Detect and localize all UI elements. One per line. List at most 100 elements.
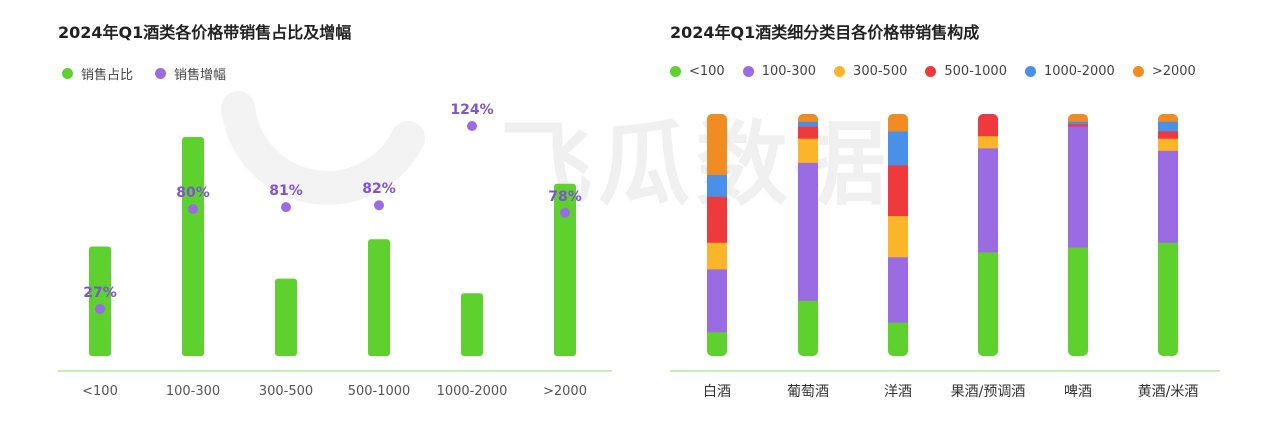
stacked-bar [978, 114, 998, 356]
x-tick-label: 100-300 [166, 384, 220, 399]
share-bar [461, 293, 483, 356]
legend-swatch [925, 66, 937, 77]
share-bar [89, 246, 111, 356]
legend-item: >2000 [1132, 64, 1196, 79]
stacked-segment [798, 126, 818, 139]
stacked-segment [1158, 130, 1178, 139]
stacked-segment [798, 121, 818, 127]
stacked-segment [978, 251, 998, 356]
x-tick-label: 1000-2000 [437, 384, 508, 399]
x-tick-label: 黄酒/米酒 [1138, 383, 1199, 400]
price-band-share-chart: 2024年Q1酒类各价格带销售占比及增幅 销售占比 销售增幅 <100 100-3… [58, 23, 612, 399]
x-tick-label: 300-500 [259, 384, 313, 399]
legend-swatch [1024, 66, 1036, 77]
stacked-segment [707, 268, 727, 333]
legend-item: 500-1000 [925, 64, 1007, 79]
legend-label: 100-300 [761, 64, 817, 79]
legend-label: 1000-2000 [1043, 64, 1115, 79]
legend-item-growth: 销售增幅 [155, 64, 226, 83]
legend-label: <100 [689, 64, 725, 79]
stacked-segment [888, 164, 908, 217]
stacked-segment [888, 215, 908, 258]
stacked-segment [1158, 150, 1178, 243]
x-tick-label: 洋酒 [884, 384, 912, 400]
growth-point [95, 304, 105, 314]
legend-label: 300-500 [853, 64, 908, 79]
stacked-segment [888, 114, 908, 132]
stacked-segment [798, 114, 818, 122]
stacked-segment [978, 147, 998, 253]
stacked-composition-plot: 白酒 葡萄酒 洋酒 果酒/预调酒 啤酒 黄酒/米酒 [670, 114, 1220, 400]
stacked-segment [707, 196, 727, 243]
x-tick-label: 啤酒 [1064, 384, 1092, 400]
growth-point [560, 207, 570, 218]
legend-item: 100-300 [742, 64, 817, 79]
growth-value-label: 27% [83, 285, 117, 301]
chart-legend: 销售占比 销售增幅 [62, 64, 248, 83]
legend-swatch [1132, 66, 1144, 77]
stacked-bar [798, 114, 818, 356]
legend-swatch [742, 66, 754, 77]
stacked-segment [1068, 126, 1088, 248]
growth-point [374, 200, 384, 211]
stacked-segment [707, 331, 727, 356]
x-tick-label: 果酒/预调酒 [951, 384, 1026, 400]
stacked-segment [1068, 123, 1088, 127]
legend-label-growth: 销售增幅 [174, 68, 227, 83]
stacked-segment [707, 242, 727, 270]
legend-swatch-share [62, 68, 73, 79]
growth-value-label: 80% [176, 185, 210, 201]
category-composition-chart: 2024年Q1酒类细分类目各价格带销售构成 <100 100-300 300-500… [640, 0, 1280, 428]
stacked-bar [707, 114, 727, 356]
stacked-segment [798, 162, 818, 301]
legend-item: 300-500 [834, 64, 907, 79]
stacked-segment [707, 114, 727, 175]
stacked-segment [798, 300, 818, 356]
x-tick-label: <100 [82, 384, 118, 399]
stacked-segment [1158, 114, 1178, 122]
stacked-segment [978, 114, 998, 137]
x-tick-label: 500-1000 [348, 384, 411, 399]
chart-legend: <100 100-300 300-500 500-1000 1000-2000 >2000 [670, 64, 1214, 79]
x-tick-label: 葡萄酒 [787, 384, 829, 400]
legend-swatch-growth [155, 68, 167, 79]
growth-point [467, 121, 477, 131]
share-bar [275, 278, 297, 356]
stacked-segment [1068, 247, 1088, 356]
legend-label: >2000 [1151, 64, 1196, 79]
stacked-segment [1068, 114, 1088, 122]
legend-item-share: 销售占比 [62, 64, 133, 83]
legend-item: <100 [670, 64, 725, 79]
stacked-segment [707, 174, 727, 197]
share-bar [182, 137, 204, 356]
stacked-segment [888, 256, 908, 323]
growth-point [281, 202, 291, 213]
growth-value-label: 81% [269, 183, 303, 199]
stacked-bar [888, 114, 908, 356]
x-tick-label: 白酒 [703, 384, 731, 400]
growth-value-label: 124% [450, 102, 493, 118]
stacked-bar [1068, 114, 1088, 356]
growth-value-label: 78% [548, 189, 582, 205]
stacked-bar [1158, 114, 1178, 356]
legend-label: 500-1000 [944, 64, 1007, 79]
share-bar [368, 239, 390, 356]
legend-item: 1000-2000 [1024, 64, 1115, 79]
chart-title: 2024年Q1酒类各价格带销售占比及增幅 [58, 23, 352, 42]
share-bar [554, 183, 576, 356]
growth-value-label: 82% [362, 181, 396, 197]
x-tick-label: >2000 [543, 384, 587, 399]
growth-point [188, 204, 198, 215]
legend-swatch [670, 66, 681, 77]
chart-title: 2024年Q1酒类细分类目各价格带销售构成 [670, 23, 980, 42]
stacked-segment [888, 322, 908, 356]
stacked-segment [1158, 242, 1178, 356]
legend-label-share: 销售占比 [81, 68, 134, 83]
stacked-segment [1158, 121, 1178, 132]
stacked-segment [888, 130, 908, 166]
stacked-segment [1158, 138, 1178, 151]
stacked-segment [798, 138, 818, 163]
stacked-segment [978, 135, 998, 149]
share-growth-plot: <100 100-300 300-500 500-1000 1000-2000 >2000… [58, 102, 612, 399]
stacked-segment [1068, 121, 1088, 125]
